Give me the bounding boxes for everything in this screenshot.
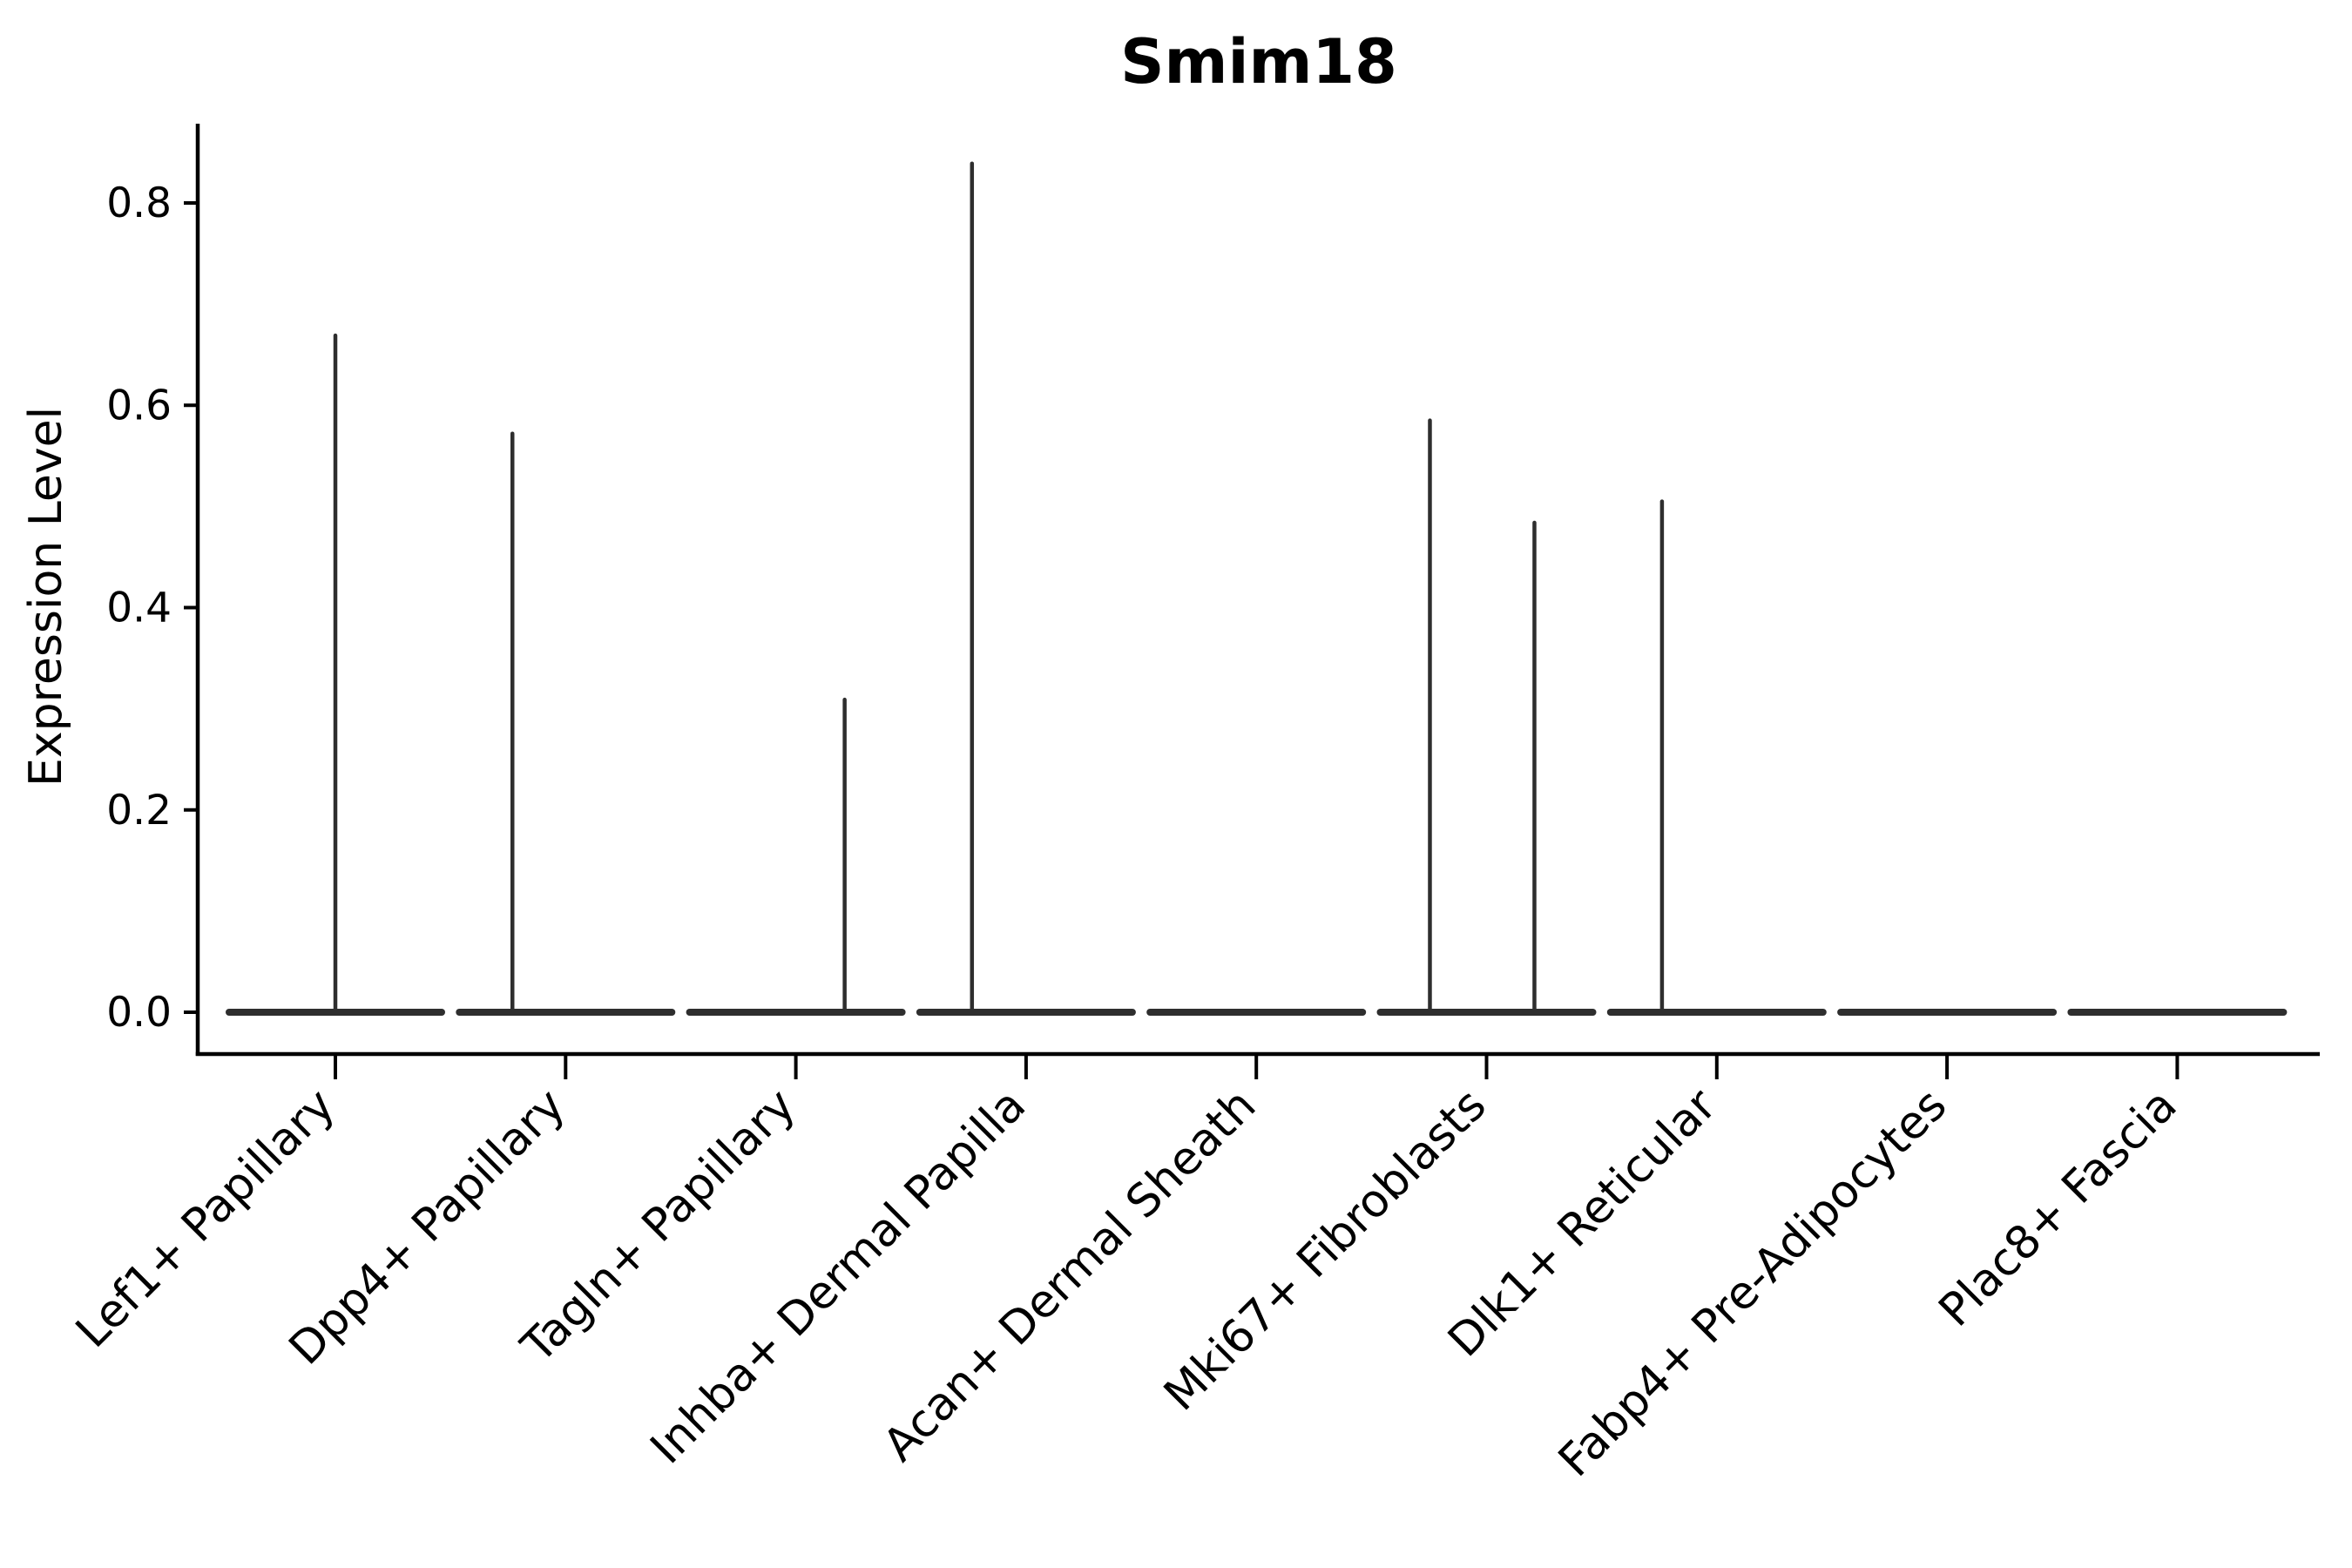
y-axis-label: Expression Level <box>20 407 72 787</box>
y-tick-label: 0.0 <box>106 989 172 1037</box>
y-axis-ticks: 0.0 0.2 0.4 0.6 0.8 <box>106 179 198 1037</box>
x-tick-label: Plac8+ Fascia <box>1930 1079 2187 1337</box>
x-tick-label: Fabp4+ Pre-Adipocytes <box>1549 1079 1957 1487</box>
y-tick-label: 0.4 <box>106 585 172 632</box>
y-tick-label: 0.8 <box>106 179 172 227</box>
y-tick-label: 0.2 <box>106 787 172 835</box>
x-tick-label: Acan+ Dermal Sheath <box>874 1079 1267 1472</box>
y-tick-label: 0.6 <box>106 382 172 429</box>
x-tick-label: Inhba+ Dermal Papilla <box>641 1079 1036 1474</box>
violins <box>226 161 2288 1016</box>
chart-title: Smim18 <box>1120 26 1397 98</box>
